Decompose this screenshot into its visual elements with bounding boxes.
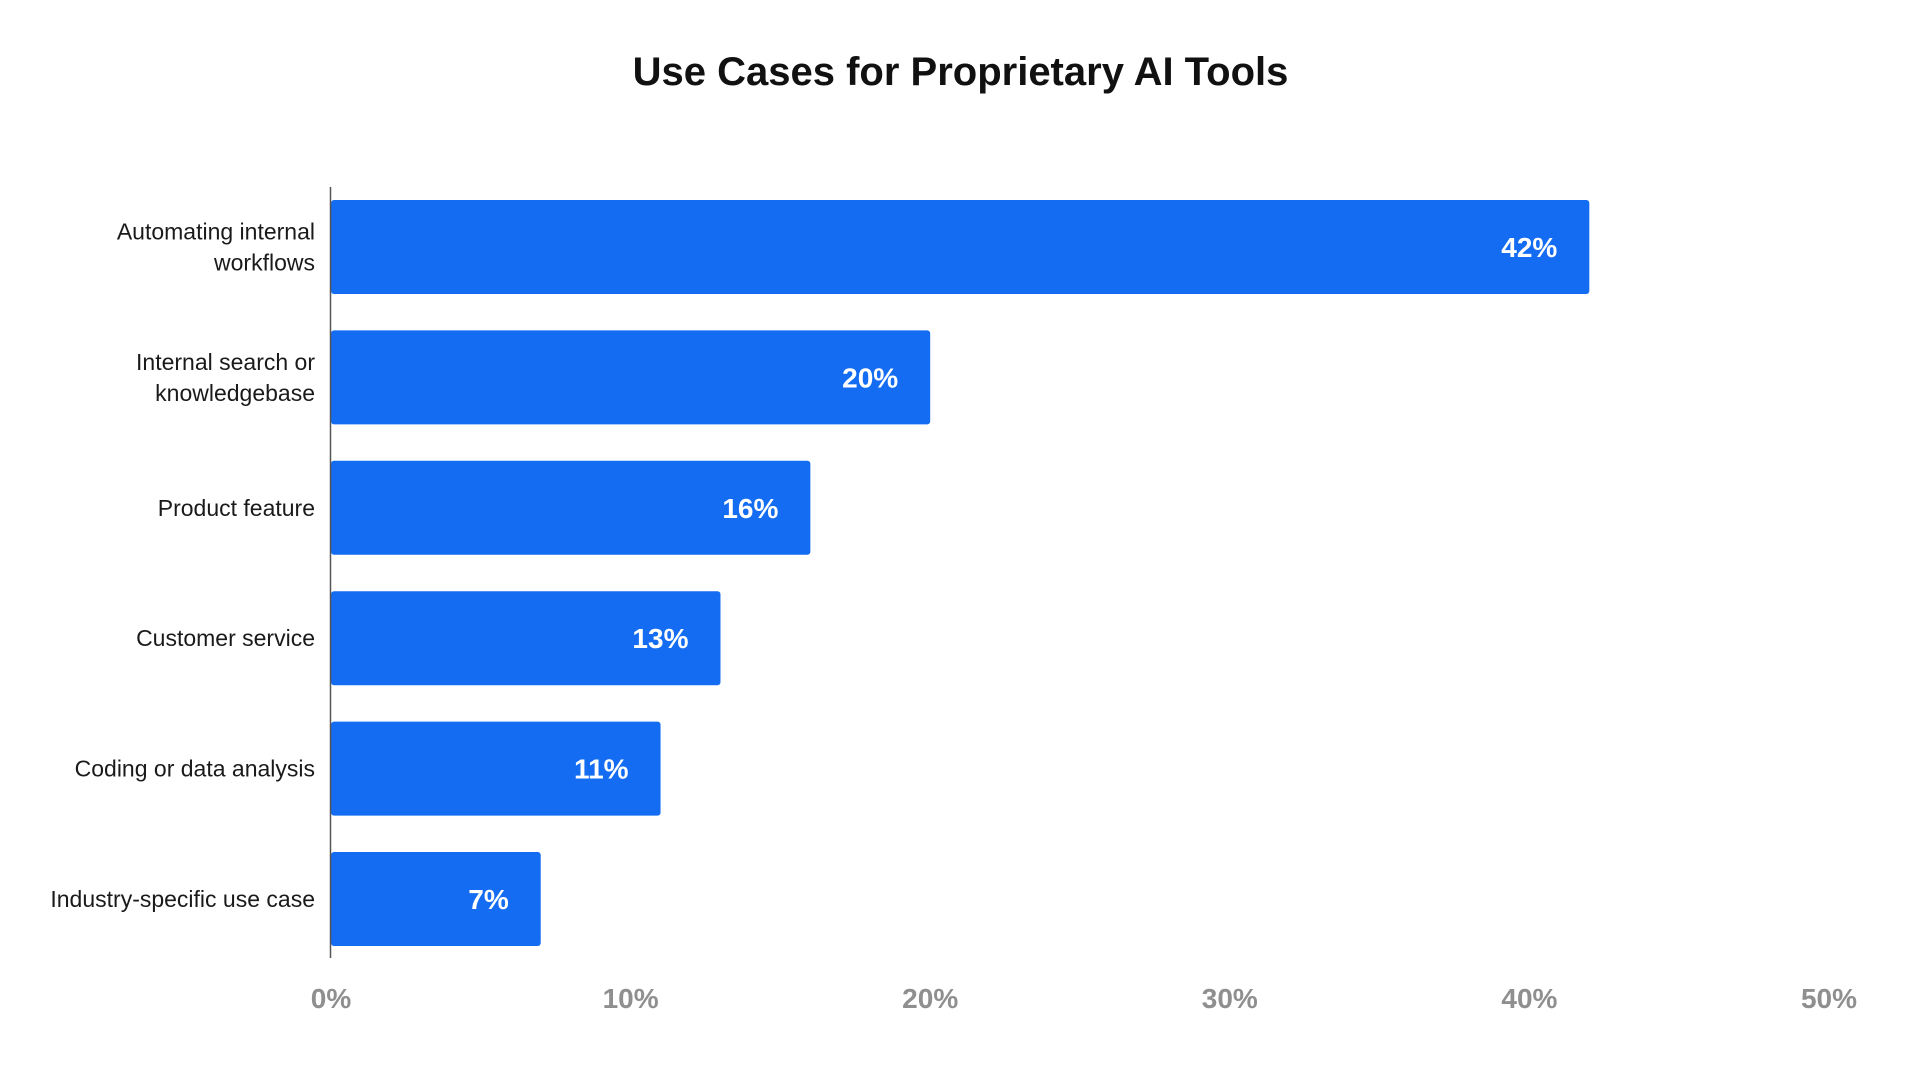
category-label-1: Internal search or knowledgebase — [136, 349, 315, 406]
x-tick-label-1: 10% — [603, 983, 659, 1014]
bar-3 — [331, 591, 721, 686]
x-tick-label-3: 30% — [1202, 983, 1258, 1014]
bar-value-label-3: 13% — [632, 623, 688, 654]
bar-value-label-5: 7% — [468, 884, 509, 915]
bar-value-label-2: 16% — [722, 493, 778, 524]
x-tick-label-5: 50% — [1801, 983, 1857, 1014]
bar-5 — [331, 852, 541, 946]
bar-0 — [331, 200, 1590, 294]
category-label-line: workflows — [213, 250, 315, 276]
bar-value-label-4: 11% — [574, 754, 629, 785]
bar-2 — [331, 460, 811, 555]
x-tick-label-2: 20% — [902, 983, 958, 1014]
category-label-line: knowledgebase — [155, 380, 315, 406]
category-label-0: Automating internal workflows — [117, 219, 315, 276]
bars-layer: 42% 20% 16% 13% 11% 7% — [331, 200, 1590, 946]
chart-title: Use Cases for Proprietary AI Tools — [632, 50, 1289, 94]
category-label-line: Internal search or — [136, 349, 315, 375]
category-label-4: Coding or data analysis — [75, 756, 315, 782]
category-label-line: Coding or data analysis — [75, 756, 315, 782]
category-label-line: Automating internal — [117, 219, 315, 245]
category-label-line: Customer service — [136, 625, 315, 651]
x-tick-label-0: 0% — [311, 983, 352, 1014]
bar-4 — [331, 721, 661, 816]
category-label-2: Product feature — [158, 495, 315, 521]
category-label-3: Customer service — [136, 625, 315, 651]
bar-value-label-0: 42% — [1501, 232, 1557, 263]
category-labels-layer: Automating internal workflows Internal sea… — [50, 219, 315, 913]
bar-1 — [331, 330, 931, 425]
category-label-5: Industry-specific use case — [50, 886, 315, 912]
category-label-line: Industry-specific use case — [50, 886, 315, 912]
bar-value-label-1: 20% — [842, 362, 898, 393]
category-label-line: Product feature — [158, 495, 315, 521]
x-tick-label-4: 40% — [1501, 983, 1557, 1014]
x-axis-ticks-layer: 0% 10% 20% 30% 40% 50% — [311, 983, 1857, 1014]
